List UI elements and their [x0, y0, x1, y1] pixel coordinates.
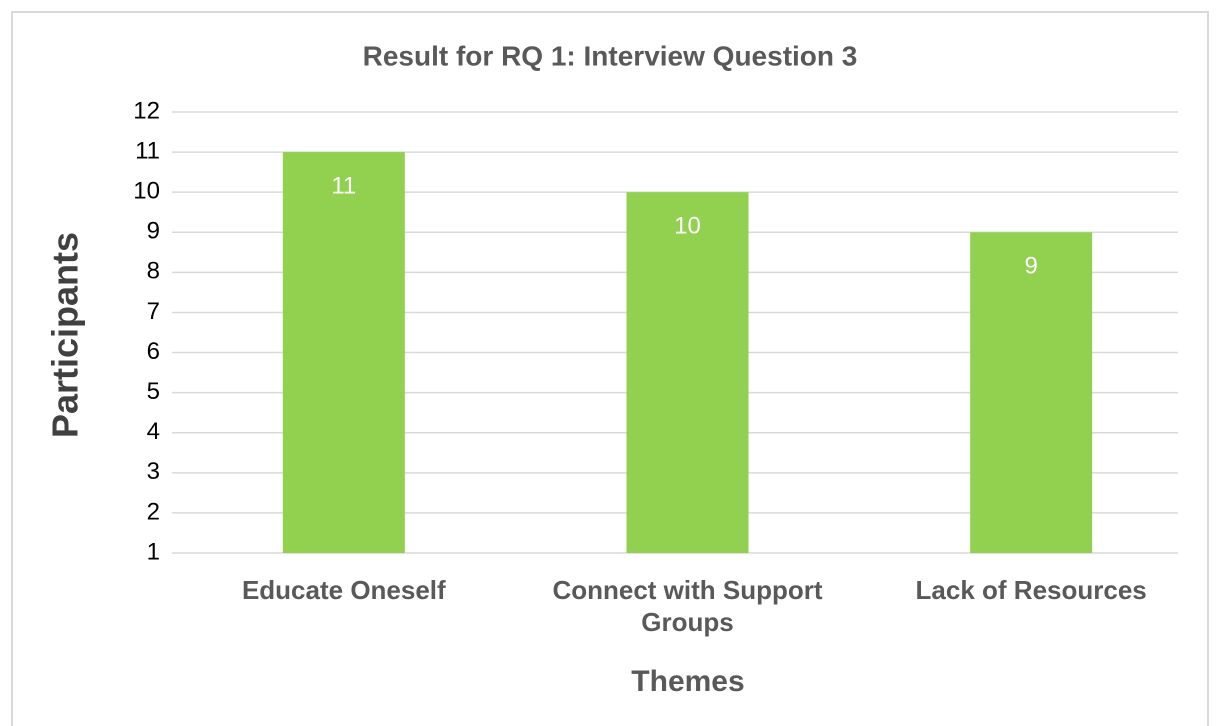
chart-border: [11, 11, 1209, 726]
y-tick-label: 12: [133, 97, 160, 124]
y-tick-label: 10: [133, 178, 160, 205]
y-tick-label: 1: [147, 538, 160, 565]
bar: [282, 152, 405, 553]
data-label: 9: [1024, 253, 1037, 280]
y-tick-label: 2: [147, 498, 160, 525]
bar: [626, 192, 749, 553]
x-tick-label: Educate Oneself: [241, 575, 446, 605]
y-tick-label: 6: [147, 338, 160, 365]
y-tick-label: 3: [147, 458, 160, 485]
y-tick-label: 7: [147, 298, 160, 325]
data-label: 10: [674, 213, 701, 240]
y-tick-label: 4: [147, 418, 160, 445]
y-tick-label: 5: [147, 378, 160, 405]
x-tick-label: Lack of Resources: [915, 575, 1147, 605]
chart-title: Result for RQ 1: Interview Question 3: [363, 40, 858, 71]
data-label: 11: [331, 172, 356, 199]
bar: [970, 232, 1093, 554]
x-tick-label: Connect with Support Groups: [552, 575, 823, 637]
y-tick-label: 9: [147, 218, 160, 245]
y-axis-title: Participants: [45, 232, 86, 438]
x-axis-title: Themes: [631, 665, 744, 698]
y-tick-label: 11: [135, 137, 160, 164]
y-tick-label: 8: [147, 258, 160, 285]
